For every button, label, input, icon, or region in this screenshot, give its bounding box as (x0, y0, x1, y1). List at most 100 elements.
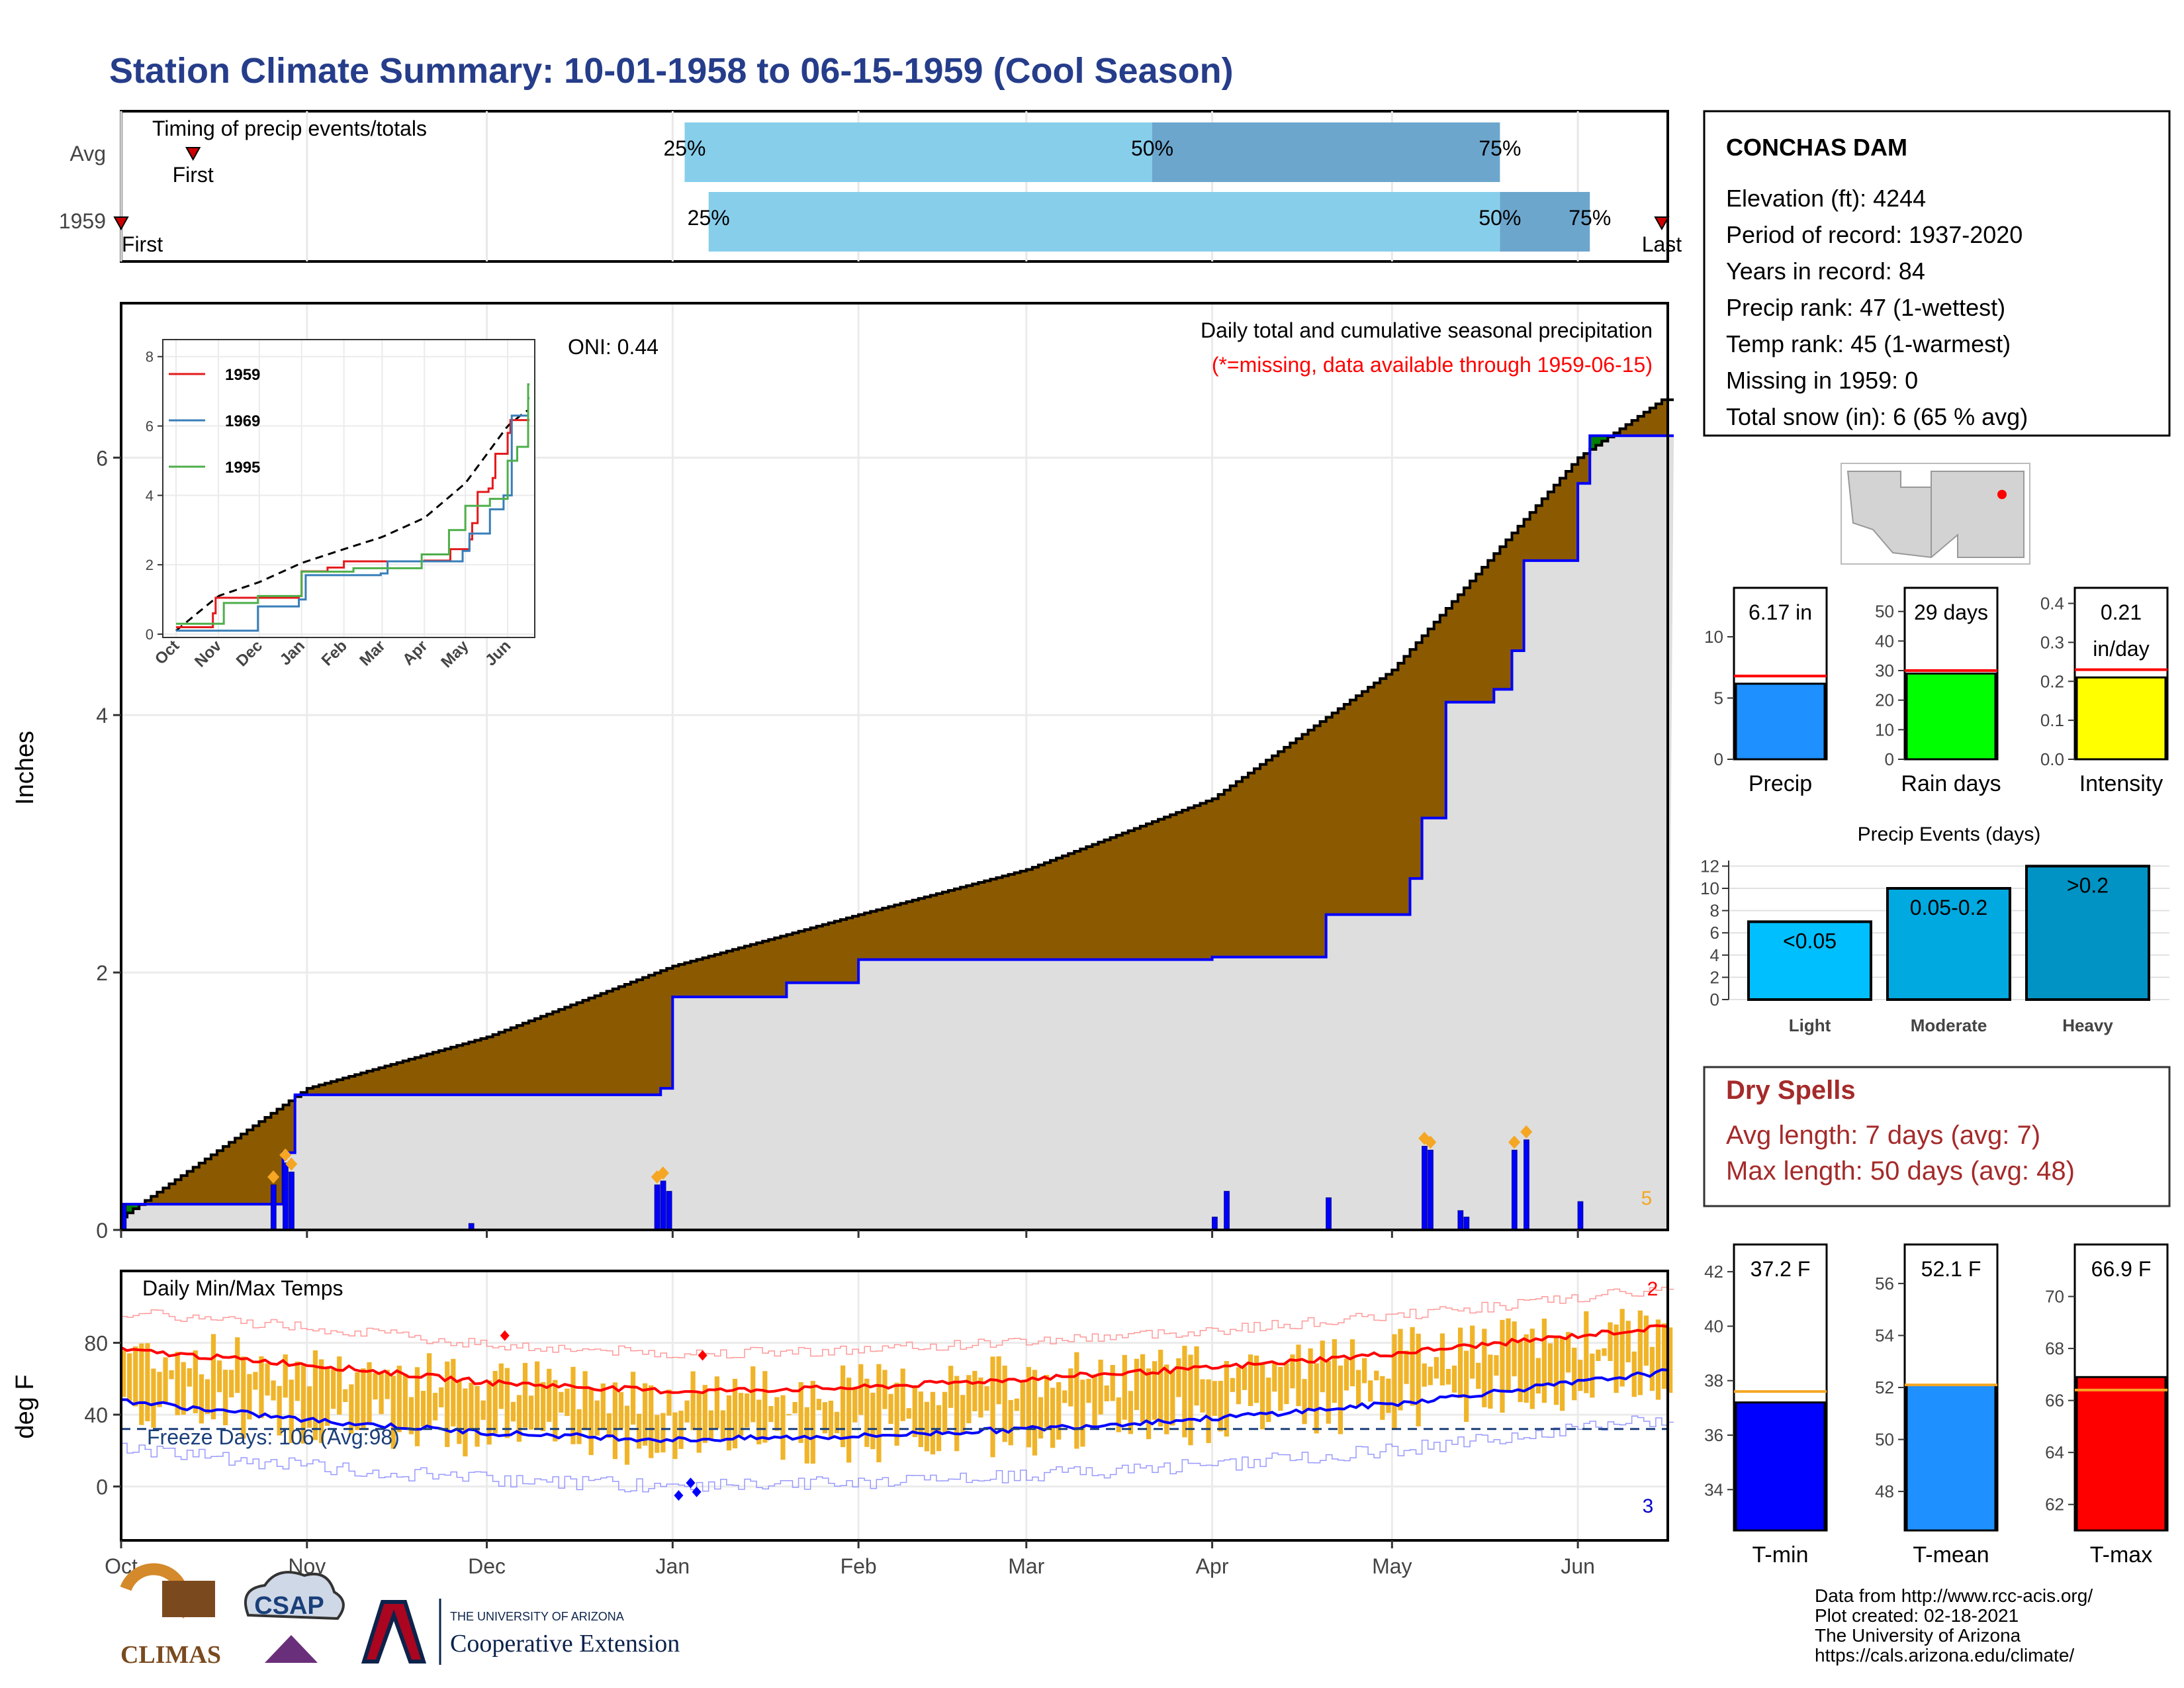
daily-temp-range-bar (924, 1401, 930, 1452)
inset-ytick-label-0: 0 (146, 626, 154, 643)
daily-temp-range-bar (127, 1353, 132, 1401)
daily-temp-range-bar (1284, 1363, 1289, 1405)
daily-temp-range-bar (804, 1407, 809, 1464)
daily-temp-range-bar (1296, 1344, 1301, 1407)
daily-temp-range-bar (1302, 1379, 1307, 1425)
daily-temp-range-bar (229, 1370, 234, 1397)
daily-temp-range-bar (408, 1397, 414, 1434)
record-high-marker-icon (698, 1350, 707, 1361)
first-label-1959: First (122, 232, 163, 256)
temp-title: Daily Min/Max Temps (142, 1276, 343, 1300)
daily-temp-range-bar (840, 1365, 846, 1448)
daily-precip-bar (1457, 1210, 1464, 1231)
station-line: Elevation (ft): 4244 (1726, 185, 1926, 212)
daily-temp-range-bar (1002, 1366, 1007, 1442)
daily-temp-range-bar (277, 1385, 282, 1436)
daily-temp-range-bar (271, 1380, 276, 1401)
daily-precip-bar (1524, 1139, 1529, 1231)
tmean-ytick-label: 48 (1875, 1481, 1894, 1501)
daily-temp-range-bar (516, 1395, 522, 1442)
first-marker-icon-avg (185, 147, 201, 162)
daily-temp-range-bar (414, 1367, 420, 1446)
daily-temp-range-bar (1470, 1325, 1475, 1379)
raindays-ytick-label: 0 (1885, 749, 1894, 769)
first-label-avg: First (173, 163, 214, 187)
daily-temp-range-bar (732, 1378, 738, 1448)
daily-temp-range-bar (396, 1366, 402, 1432)
daily-temp-range-bar (475, 1385, 480, 1447)
daily-temp-range-bar (547, 1368, 552, 1422)
tmax-bar (2075, 1376, 2167, 1532)
daily-temp-range-bar (535, 1361, 540, 1429)
precip-ytick-label-6: 6 (96, 446, 108, 470)
daily-temp-range-bar (900, 1368, 905, 1421)
southwest-states-shape (1846, 471, 2025, 559)
daily-temp-range-bar (630, 1372, 636, 1425)
precip-areas (120, 398, 1674, 1230)
precip-ylabel: Inches (11, 731, 39, 805)
footer-line: The University of Arizona (1815, 1625, 2021, 1646)
daily-temp-range-bar (402, 1374, 408, 1430)
daily-precip-bar (1463, 1217, 1470, 1231)
daily-temp-range-bar (810, 1381, 815, 1464)
footer-credits: Data from http://www.rcc-acis.org/Plot c… (1815, 1585, 2093, 1665)
daily-temp-range-bar (1266, 1378, 1271, 1423)
daily-temp-range-bar (1338, 1365, 1343, 1434)
daily-temp-range-bar (457, 1380, 462, 1444)
daily-temp-range-bar (666, 1389, 672, 1416)
daily-temp-range-bar (1074, 1352, 1079, 1449)
daily-temp-range-bar (504, 1368, 510, 1438)
daily-temp-range-bar (720, 1410, 726, 1442)
daily-temp-range-bar (600, 1383, 606, 1429)
daily-temp-range-bar (1278, 1366, 1283, 1411)
temp-ylabel: deg F (11, 1374, 39, 1438)
footer-line: https://cals.arizona.edu/climate/ (1815, 1645, 2074, 1665)
daily-temp-range-bar (684, 1400, 690, 1423)
daily-temp-range-bar (565, 1388, 570, 1417)
dry-spells: Dry Spells Avg length: 7 days (avg: 7) M… (1703, 1066, 2171, 1207)
daily-precip-bar (1577, 1201, 1584, 1231)
precip-ytick-label-4: 4 (96, 704, 108, 727)
daily-temp-range-bar (1661, 1323, 1667, 1389)
precip-ytick-label: 5 (1714, 688, 1723, 708)
daily-temp-range-bar (972, 1370, 978, 1411)
daily-temp-range-bar (205, 1379, 210, 1414)
record-low-marker-icon (674, 1490, 684, 1501)
daily-temp-range-bar (559, 1391, 564, 1413)
daily-temp-range-bar (343, 1389, 348, 1402)
daily-temp-range-bar (193, 1350, 198, 1413)
daily-temp-range-bar (1308, 1348, 1313, 1411)
daily-temp-range-bar (295, 1361, 300, 1401)
dry-spells-title: Dry Spells (1726, 1076, 1856, 1105)
raindays-ytick-label: 30 (1875, 661, 1894, 680)
precip-bar (1735, 682, 1826, 761)
daily-temp-range-bar (714, 1376, 720, 1429)
daily-temp-range-bar (660, 1413, 666, 1453)
daily-temp-range-bar (1116, 1397, 1121, 1432)
daily-precip-bar (1428, 1149, 1433, 1231)
tmin-axis-label: T-min (1752, 1542, 1809, 1568)
csap-logo-text: CSAP (254, 1592, 324, 1620)
daily-temp-range-bar (606, 1413, 612, 1438)
events-ytick-label: 4 (1710, 945, 1719, 965)
record-low-marker-icon (686, 1477, 696, 1489)
daily-temp-range-bar (1086, 1378, 1091, 1403)
raindays-ytick-label: 50 (1875, 602, 1894, 622)
daily-temp-range-bar (1374, 1370, 1379, 1381)
intensity-bar (2075, 676, 2167, 761)
tmean-bar (1905, 1383, 1997, 1532)
intensity-ytick-label: 0.2 (2040, 671, 2064, 691)
daily-temp-range-bar (247, 1374, 252, 1420)
daily-precip-bar (1422, 1146, 1428, 1231)
daily-temp-range-bar (1182, 1346, 1187, 1438)
daily-temp-range-bar (672, 1412, 678, 1460)
timing-p75-label-avg: 75% (1479, 136, 1521, 160)
dry-spells-frame (1703, 1066, 2171, 1207)
daily-temp-range-bar (1368, 1380, 1373, 1402)
daily-temp-range-bar (1326, 1360, 1331, 1424)
daily-temp-range-bar (1482, 1329, 1487, 1407)
footer: CLIMAS CSAP THE UNIVERSITY OF ARIZONA Co… (120, 1563, 2093, 1669)
daily-precip-bar (660, 1180, 666, 1231)
daily-temp-range-bar (1608, 1322, 1613, 1361)
